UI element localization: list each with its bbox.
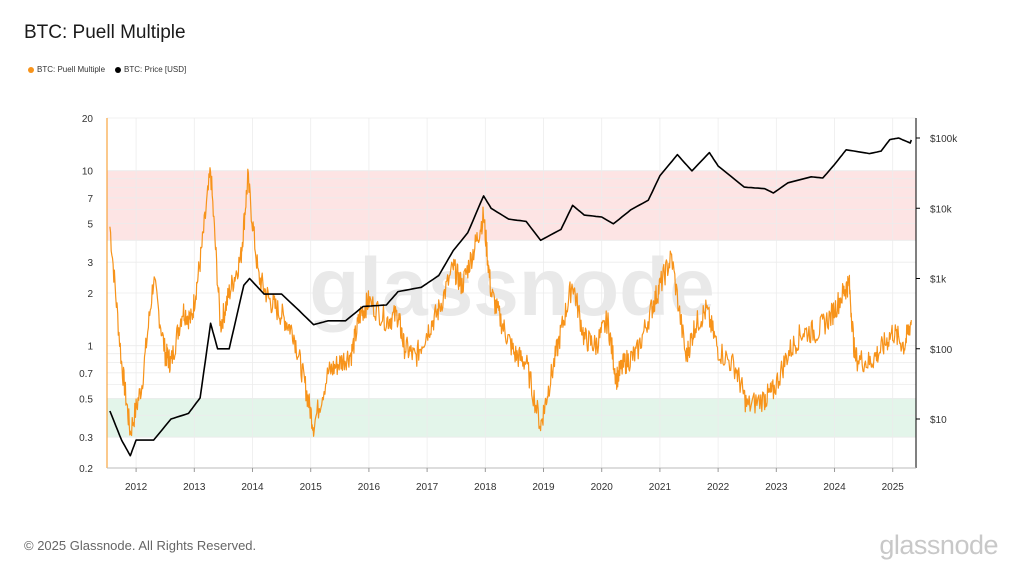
x-tick-label-9: 2021 xyxy=(649,482,672,493)
left-tick-label-8: 7 xyxy=(87,194,93,205)
x-tick-label-1: 2013 xyxy=(183,482,206,493)
legend-item-puell[interactable]: BTC: Puell Multiple xyxy=(28,65,105,74)
legend-label-puell: BTC: Puell Multiple xyxy=(37,65,106,74)
left-tick-label-0: 0.2 xyxy=(79,464,93,475)
left-tick-label-10: 20 xyxy=(82,114,94,125)
legend-dot-puell xyxy=(28,66,34,73)
x-tick-label-12: 2024 xyxy=(823,482,846,493)
left-tick-label-9: 10 xyxy=(82,167,94,178)
left-tick-label-5: 2 xyxy=(87,289,93,300)
threshold-band-0 xyxy=(107,170,916,241)
brand-logo-text: glassnode xyxy=(879,530,998,560)
x-tick-label-7: 2019 xyxy=(532,482,555,493)
left-tick-label-4: 1 xyxy=(87,342,93,353)
x-tick-label-13: 2025 xyxy=(882,482,905,493)
x-tick-label-8: 2020 xyxy=(591,482,614,493)
left-tick-label-3: 0.7 xyxy=(79,369,93,380)
legend-dot-price xyxy=(115,66,122,73)
left-tick-label-2: 0.5 xyxy=(79,394,93,405)
left-tick-label-6: 3 xyxy=(87,258,93,269)
watermark-text: glassnode xyxy=(309,242,715,333)
x-tick-label-4: 2016 xyxy=(358,482,381,493)
right-tick-label-0: $10 xyxy=(930,415,947,426)
legend-item-price[interactable]: BTC: Price [USD] xyxy=(115,65,186,74)
left-tick-label-1: 0.3 xyxy=(79,433,93,444)
copyright-text: © 2025 Glassnode. All Rights Reserved. xyxy=(24,538,257,553)
x-tick-label-11: 2023 xyxy=(765,482,788,493)
chart-title: BTC: Puell Multiple xyxy=(24,22,186,43)
right-tick-label-2: $1k xyxy=(930,275,947,286)
x-tick-label-2: 2014 xyxy=(241,482,264,493)
right-tick-label-3: $10k xyxy=(930,204,953,215)
x-tick-label-3: 2015 xyxy=(300,482,323,493)
x-tick-label-5: 2017 xyxy=(416,482,439,493)
left-tick-label-7: 5 xyxy=(87,219,93,230)
right-tick-label-1: $100 xyxy=(930,345,953,356)
x-tick-label-0: 2012 xyxy=(125,482,148,493)
threshold-band-1 xyxy=(107,398,916,438)
x-tick-label-6: 2018 xyxy=(474,482,497,493)
right-tick-label-4: $100k xyxy=(930,134,958,145)
legend: BTC: Puell Multiple BTC: Price [USD] xyxy=(28,65,186,74)
series-line-btc-price xyxy=(109,137,913,457)
legend-label-price: BTC: Price [USD] xyxy=(124,65,187,74)
x-tick-label-10: 2022 xyxy=(707,482,730,493)
series-line-puell-multiple xyxy=(109,167,912,437)
